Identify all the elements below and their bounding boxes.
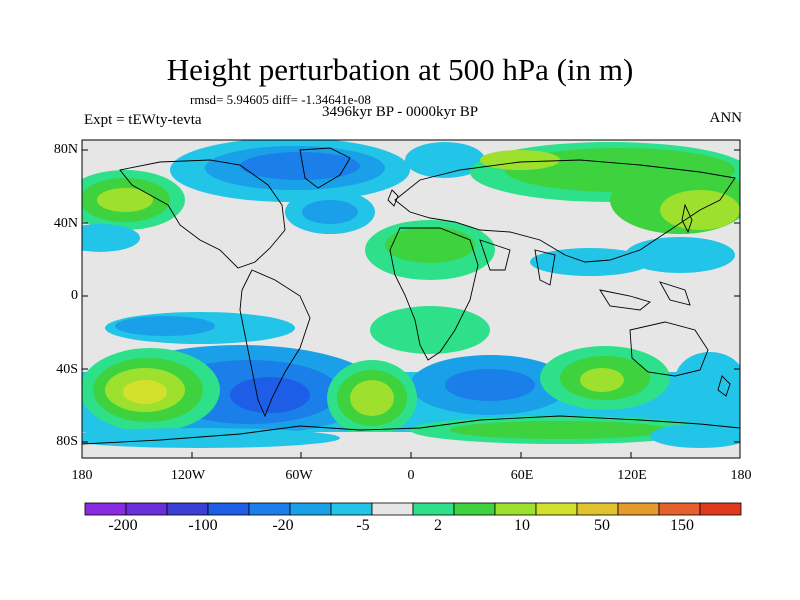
colorbar-label: -100 — [188, 517, 218, 534]
lon-label: 60E — [510, 468, 534, 483]
positive-anomaly-eurasia — [470, 142, 740, 276]
experiment-text: Expt = tEWty-tevta — [84, 112, 202, 128]
colorbar-label: 50 — [594, 517, 610, 534]
colorbar — [84, 502, 742, 516]
colorbar-swatch — [494, 502, 537, 516]
colorbar-label: 2 — [434, 517, 442, 534]
lon-label: 120W — [170, 468, 206, 483]
lon-label: 120E — [617, 468, 647, 483]
plot-title: Height perturbation at 500 hPa (in m) — [166, 52, 634, 87]
colorbar-label: 150 — [670, 517, 694, 534]
colorbar-swatch — [166, 502, 209, 516]
colorbar-swatch — [576, 502, 619, 516]
colorbar-swatch — [412, 502, 455, 516]
negative-anomaly-tropical-pacific — [105, 312, 295, 344]
negative-anomaly-arctic — [170, 140, 485, 234]
lat-label: 80N — [53, 142, 78, 157]
axis-ticks — [81, 149, 741, 458]
colorbar-swatch — [207, 502, 250, 516]
positive-anomaly-north-africa — [365, 220, 495, 280]
stats-text: rmsd= 5.94605 diff= -1.34641e-08 — [190, 92, 371, 107]
lat-label: 40S — [56, 362, 78, 377]
colorbar-swatch — [699, 502, 742, 516]
lon-label: 60W — [285, 468, 313, 483]
colorbar-swatch — [289, 502, 332, 516]
coastlines — [82, 147, 740, 445]
lon-label: 180 — [71, 468, 93, 483]
positive-anomaly-north-pacific — [82, 170, 185, 252]
colorbar-swatch — [125, 502, 168, 516]
positive-anomaly-southern-africa — [370, 306, 490, 354]
lat-label: 40N — [53, 216, 78, 231]
lon-label: 180 — [730, 468, 752, 483]
colorbar-swatch — [330, 502, 373, 516]
contour-field — [82, 140, 740, 458]
colorbar-swatch — [535, 502, 578, 516]
colorbar-swatch — [248, 502, 291, 516]
lon-label: 0 — [407, 468, 415, 483]
lat-label: 0 — [71, 288, 78, 303]
colorbar-label: -20 — [272, 517, 294, 534]
colorbar-swatch — [84, 502, 127, 516]
colorbar-label: -5 — [356, 517, 370, 534]
colorbar-label: -200 — [108, 517, 138, 534]
period-text: 3496kyr BP - 0000kyr BP — [322, 104, 479, 120]
colorbar-swatch — [617, 502, 660, 516]
season-text: ANN — [709, 110, 743, 126]
colorbar-swatch — [453, 502, 496, 516]
lat-label: 80S — [56, 434, 78, 449]
colorbar-swatch — [658, 502, 701, 516]
colorbar-label: 10 — [514, 517, 530, 534]
colorbar-swatch — [371, 502, 414, 516]
